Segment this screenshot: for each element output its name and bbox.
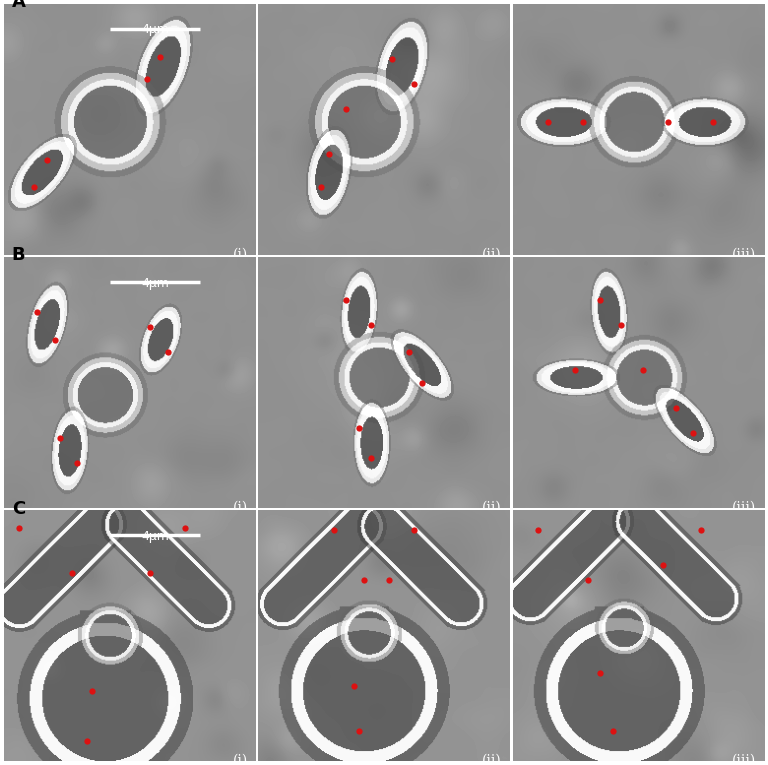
Text: 4μm: 4μm <box>141 24 169 37</box>
Text: (iii): (iii) <box>732 500 756 515</box>
Text: (ii): (ii) <box>482 500 502 515</box>
Text: (ii): (ii) <box>482 754 502 765</box>
Text: B: B <box>12 246 25 265</box>
Text: A: A <box>12 0 26 11</box>
Text: 4μm: 4μm <box>141 529 169 542</box>
Text: (i): (i) <box>233 754 248 765</box>
Text: C: C <box>12 500 25 518</box>
Text: (iii): (iii) <box>732 247 756 262</box>
Text: 4μm: 4μm <box>141 277 169 290</box>
Text: (ii): (ii) <box>482 247 502 262</box>
Text: (i): (i) <box>233 500 248 515</box>
Text: (i): (i) <box>233 247 248 262</box>
Text: (iii): (iii) <box>732 754 756 765</box>
